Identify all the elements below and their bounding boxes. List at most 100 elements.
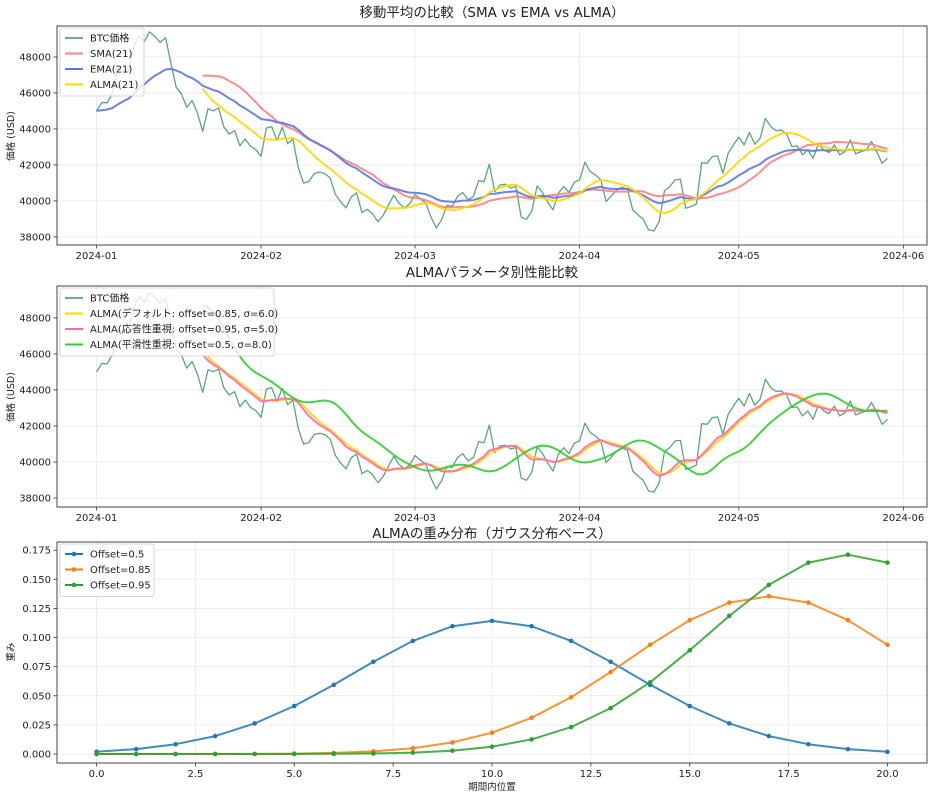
data-point bbox=[291, 751, 297, 757]
chart-alma-parameter-comparison: ALMAパラメータ別性能比較 価格 (USD) 2024-01 2024-02 20… bbox=[5, 265, 928, 524]
legend-marker bbox=[71, 551, 77, 557]
legend-label: Offset=0.5 bbox=[90, 550, 144, 561]
data-point bbox=[608, 705, 613, 711]
data-point bbox=[647, 642, 653, 648]
data-point bbox=[845, 552, 851, 557]
x-tick-label: 2024-04 bbox=[559, 251, 601, 262]
x-tick-label: 17.5 bbox=[777, 769, 799, 780]
data-point bbox=[489, 730, 495, 736]
data-point bbox=[529, 623, 534, 629]
y-tick-label: 0.050 bbox=[22, 691, 51, 702]
y-axis-label: 価格 (USD) bbox=[5, 111, 17, 161]
data-point bbox=[608, 669, 613, 675]
data-point bbox=[806, 741, 811, 747]
legend-box bbox=[59, 27, 145, 97]
y-tick-label: 0.150 bbox=[22, 575, 51, 586]
x-tick-label: 2.5 bbox=[187, 769, 203, 780]
plot-frame bbox=[56, 541, 928, 764]
y-tick-label: 44000 bbox=[19, 124, 51, 135]
series-line-2 bbox=[201, 354, 888, 477]
data-point bbox=[806, 600, 811, 605]
data-point bbox=[845, 617, 851, 623]
legend-label: Offset=0.85 bbox=[90, 565, 151, 576]
data-point bbox=[608, 659, 613, 665]
y-tick-label: 48000 bbox=[19, 313, 51, 324]
plot-frame bbox=[56, 285, 928, 508]
x-tick-label: 12.5 bbox=[580, 769, 602, 780]
x-tick-label: 2024-03 bbox=[394, 251, 436, 262]
data-point bbox=[687, 617, 693, 623]
series-line-2 bbox=[96, 67, 888, 205]
data-point bbox=[410, 745, 416, 751]
data-point bbox=[726, 600, 732, 605]
data-point bbox=[687, 648, 693, 653]
x-tick-label: 2024-06 bbox=[882, 251, 924, 262]
data-point bbox=[766, 593, 772, 599]
x-tick-label: 2024-01 bbox=[76, 251, 118, 262]
y-tick-label: 48000 bbox=[19, 52, 51, 63]
data-point bbox=[529, 715, 534, 721]
data-point bbox=[212, 733, 218, 739]
legend-label: ALMA(デフォルト: offset=0.85, σ=6.0) bbox=[90, 307, 278, 320]
data-point bbox=[766, 582, 772, 588]
x-tick-label: 2024-03 bbox=[394, 513, 436, 524]
x-tick-label: 2024-04 bbox=[559, 513, 601, 524]
data-point bbox=[529, 737, 534, 742]
legend-marker bbox=[71, 582, 77, 588]
data-point bbox=[845, 746, 851, 752]
y-tick-label: 0.100 bbox=[22, 633, 51, 644]
y-tick-label: 46000 bbox=[19, 349, 51, 360]
x-tick-label: 2024-05 bbox=[718, 251, 760, 262]
data-point bbox=[647, 679, 653, 685]
y-tick-label: 40000 bbox=[19, 457, 51, 468]
data-point bbox=[489, 744, 495, 750]
series-line-1 bbox=[202, 74, 888, 209]
data-point bbox=[371, 751, 376, 756]
legend-box bbox=[59, 287, 275, 357]
y-tick-label: 0.025 bbox=[22, 720, 51, 731]
legend-label: ALMA(応答性重視: offset=0.95, σ=5.0) bbox=[90, 323, 278, 336]
x-tick-label: 15.0 bbox=[679, 769, 701, 780]
y-axis-label: 価格 (USD) bbox=[5, 372, 17, 422]
legend: Offset=0.5 Offset=0.85 Offset=0.95 bbox=[59, 543, 155, 597]
x-tick-label: 20.0 bbox=[876, 769, 898, 780]
y-tick-label: 46000 bbox=[19, 88, 51, 99]
data-point bbox=[568, 638, 574, 644]
data-point bbox=[568, 724, 574, 730]
legend-box bbox=[59, 543, 155, 597]
data-point bbox=[173, 751, 178, 757]
data-point bbox=[885, 560, 890, 565]
data-point bbox=[94, 751, 99, 757]
data-point bbox=[726, 613, 732, 619]
x-tick-label: 5.0 bbox=[286, 769, 302, 780]
y-tick-label: 40000 bbox=[19, 196, 51, 207]
legend-label: BTC価格 bbox=[90, 292, 129, 305]
y-tick-label: 38000 bbox=[19, 232, 51, 243]
data-point bbox=[410, 638, 416, 644]
y-tick-label: 42000 bbox=[19, 160, 51, 171]
data-point bbox=[331, 751, 337, 757]
legend-label: SMA(21) bbox=[90, 49, 132, 60]
y-tick-label: 42000 bbox=[19, 421, 51, 432]
x-tick-label: 2024-02 bbox=[240, 251, 282, 262]
y-tick-label: 0.075 bbox=[22, 662, 51, 673]
data-point bbox=[726, 721, 732, 726]
data-point bbox=[806, 560, 811, 565]
legend-marker bbox=[71, 567, 77, 572]
series-line-0 bbox=[95, 292, 888, 493]
y-tick-label: 0.000 bbox=[22, 750, 51, 761]
x-tick-label: 10.0 bbox=[481, 769, 503, 780]
chart-moving-average-comparison: 移動平均の比較（SMA vs EMA vs ALMA） 価格 (USD) 202… bbox=[5, 5, 928, 262]
legend: BTC価格 SMA(21) EMA(21) ALMA(21) bbox=[59, 27, 145, 97]
data-point bbox=[291, 703, 297, 709]
legend-label: EMA(21) bbox=[90, 65, 132, 76]
legend-label: BTC価格 bbox=[90, 32, 129, 45]
chart-title: ALMAの重み分布（ガウス分布ベース） bbox=[372, 526, 611, 542]
data-point bbox=[885, 749, 890, 755]
data-point bbox=[173, 741, 178, 747]
y-tick-label: 38000 bbox=[19, 493, 51, 504]
legend-label: ALMA(21) bbox=[90, 80, 139, 91]
data-point bbox=[450, 748, 455, 753]
series-line-3 bbox=[202, 304, 888, 476]
data-point bbox=[133, 746, 139, 752]
